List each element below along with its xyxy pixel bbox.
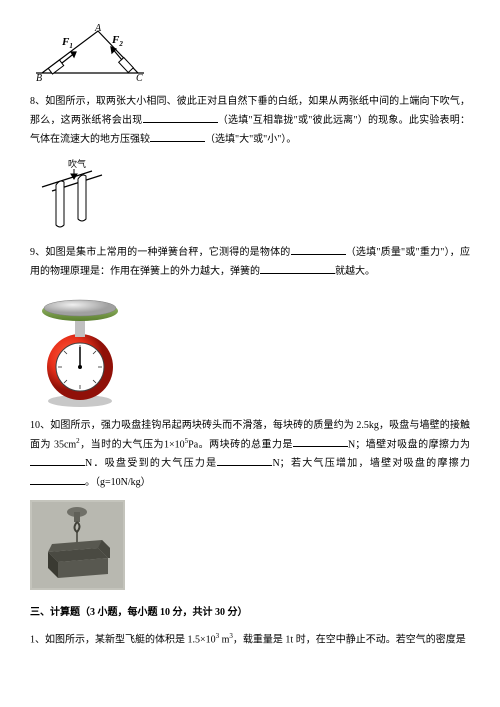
triangle-force-figure: A B C F1 F2	[30, 23, 470, 85]
label-f2: F2	[111, 34, 123, 48]
q10-text-4: N；墙壁对吸盘的摩擦力为	[348, 439, 470, 450]
question-9: 9、如图是集市上常用的一种弹簧台秤，它测得的是物体的（选填"质量"或"重力"），…	[30, 243, 470, 281]
q10-blank-3	[217, 454, 272, 466]
q10-blank-2	[30, 454, 85, 466]
label-b: B	[36, 73, 42, 84]
paper-blow-figure: 吹气	[30, 157, 470, 235]
q10-text-2: ，当时的大气压为1×10	[80, 439, 185, 450]
q9-text-3: 就越大。	[335, 266, 375, 277]
question-10: 10、如图所示，强力吸盘挂钩吊起两块砖头而不滑落，每块砖的质量约为 2.5kg，…	[30, 417, 470, 492]
q8-text-3: （选填"大"或"小"）。	[205, 134, 296, 145]
scale-svg	[30, 289, 140, 409]
spring-scale-figure	[30, 289, 470, 409]
q9-blank-2	[260, 262, 335, 274]
blow-label: 吹气	[68, 158, 86, 169]
q10-blank-1	[293, 435, 348, 447]
bricks-figure	[30, 500, 470, 590]
q9-text-1: 9、如图是集市上常用的一种弹簧台秤，它测得的是物体的	[30, 247, 291, 258]
q31-text-1: 1、如图所示，某新型飞艇的体积是 1.5×10	[30, 635, 216, 646]
q10-blank-4	[30, 473, 85, 485]
label-f1: F1	[61, 36, 73, 50]
q9-blank-1	[291, 243, 346, 255]
q8-blank-1	[143, 111, 218, 123]
label-c: C	[136, 73, 143, 84]
section-3-heading: 三、计算题（3 小题，每小题 10 分，共计 30 分）	[30, 604, 470, 622]
label-a: A	[94, 23, 102, 34]
q31-text-2: m	[219, 635, 229, 646]
paper-svg: 吹气	[30, 157, 120, 235]
q10-text-3: Pa。两块砖的总重力是	[188, 439, 293, 450]
question-8: 8、如图所示，取两张大小相同、彼此正对且自然下垂的白纸，如果从两张纸中间的上端向…	[30, 93, 470, 149]
q10-text-7: 。（g=10N/kg）	[85, 477, 151, 488]
q10-text-6: N；若大气压增加，墙壁对吸盘的摩擦力	[272, 458, 470, 469]
question-3-1: 1、如图所示，某新型飞艇的体积是 1.5×103 m3，载重量是 1t 时，在空…	[30, 630, 470, 649]
q8-blank-2	[150, 130, 205, 142]
triangle-svg: A B C F1 F2	[30, 23, 150, 85]
q31-text-3: ，载重量是 1t 时，在空中静止不动。若空气的密度是	[233, 635, 466, 646]
bricks-svg	[30, 500, 125, 590]
q10-text-5: N．吸盘受到的大气压力是	[85, 458, 217, 469]
